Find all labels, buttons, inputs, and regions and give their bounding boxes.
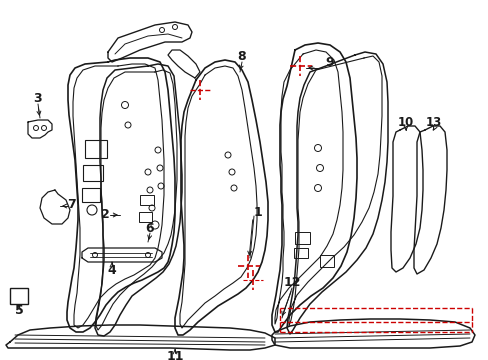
- Text: 9: 9: [325, 55, 334, 68]
- Bar: [85, 140, 107, 158]
- Text: 3: 3: [34, 93, 42, 105]
- Text: 8: 8: [237, 49, 246, 63]
- Bar: [319, 255, 333, 267]
- Text: 5: 5: [15, 303, 23, 316]
- Bar: [83, 165, 103, 181]
- Text: 11: 11: [166, 350, 183, 360]
- Bar: [139, 212, 152, 222]
- Bar: [293, 248, 307, 258]
- Text: 10: 10: [397, 116, 413, 129]
- Text: 7: 7: [67, 198, 76, 211]
- Text: 12: 12: [283, 275, 300, 288]
- Text: 4: 4: [107, 264, 116, 276]
- Text: 1: 1: [253, 206, 262, 219]
- Text: 6: 6: [145, 221, 154, 234]
- Bar: [10, 288, 28, 304]
- Bar: [294, 232, 309, 244]
- Bar: [82, 188, 100, 202]
- Bar: [140, 195, 154, 205]
- Text: 2: 2: [101, 208, 109, 221]
- Text: 13: 13: [425, 116, 441, 129]
